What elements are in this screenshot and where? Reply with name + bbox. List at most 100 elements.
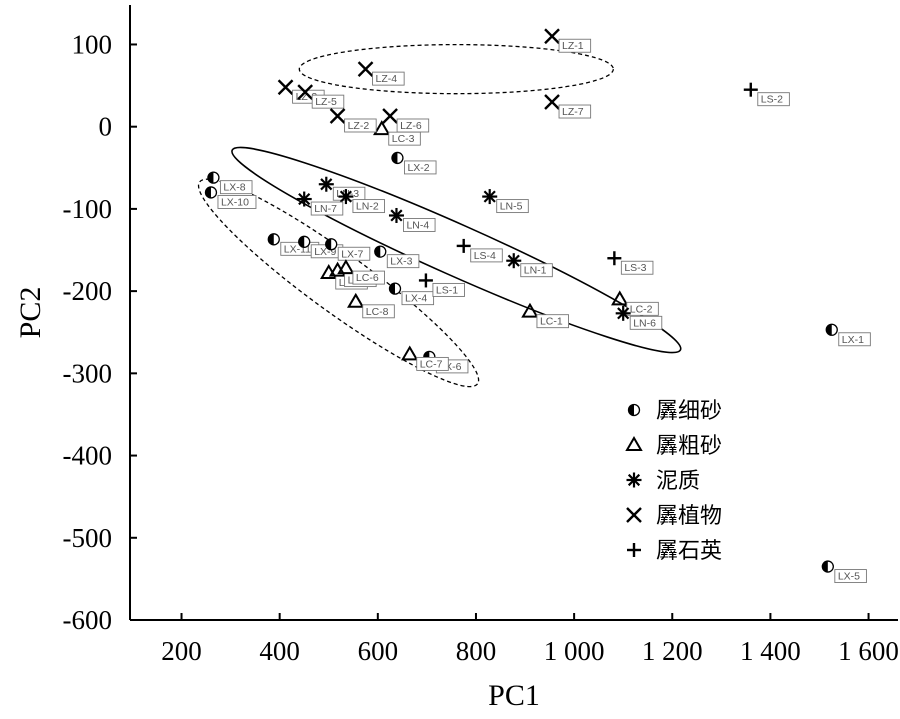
- data-point: LS-2: [743, 82, 790, 107]
- point-label: LX-2: [407, 162, 429, 174]
- data-point: LC-3: [373, 120, 421, 146]
- marker-x-stroke: [626, 507, 642, 523]
- cluster-ellipse-dashed: [298, 43, 615, 95]
- marker-triangle: [625, 436, 643, 451]
- point-label-box: [404, 160, 437, 175]
- cluster-ellipses: [197, 43, 682, 388]
- point-label: LX-3: [390, 256, 412, 268]
- data-point: LX-11: [267, 233, 320, 256]
- marker-triangle: [337, 259, 355, 275]
- marker-asterisk-stroke: [507, 254, 520, 267]
- point-label: LC-1: [540, 316, 563, 328]
- point-label: LZ-1: [562, 40, 584, 52]
- marker-asterisk-stroke: [339, 190, 353, 203]
- point-label-box: [620, 260, 654, 275]
- legend-label: 羼植物: [656, 504, 722, 529]
- x-axis-title: PC1: [488, 679, 540, 712]
- legend-label: 羼细砂: [656, 399, 722, 424]
- marker-half-circle-fill: [268, 233, 274, 245]
- point-label: LN-7: [314, 203, 337, 215]
- y-tick-label: -200: [63, 276, 113, 306]
- cluster-ellipse-solid: [231, 146, 682, 354]
- point-label: LS-2: [761, 94, 783, 106]
- y-tick-label: 100: [72, 29, 113, 59]
- data-point: LZ-1: [544, 28, 592, 53]
- y-axis-title: PC2: [14, 287, 47, 339]
- point-label: LN-2: [356, 201, 379, 213]
- data-point: LN-1: [506, 253, 553, 278]
- marker-half-circle-fill: [325, 238, 332, 250]
- point-label: LS-3: [624, 262, 646, 274]
- y-tick-label: -600: [63, 605, 113, 635]
- legend-item: 羼植物: [626, 504, 722, 529]
- marker-triangle: [521, 302, 539, 318]
- marker-asterisk-stroke: [627, 473, 641, 487]
- marker-half-circle-fill: [822, 561, 828, 573]
- data-point: LZ-6: [382, 108, 430, 133]
- marker-asterisk-stroke: [390, 209, 403, 222]
- point-label-box: [470, 248, 503, 263]
- marker-x-stroke: [544, 28, 560, 45]
- marker-x-stroke: [357, 61, 374, 77]
- point-label: LX-7: [341, 248, 363, 260]
- data-point: LN-6: [615, 305, 663, 330]
- point-label-box: [432, 282, 465, 297]
- point-label: LN-1: [524, 265, 547, 277]
- point-label: LS-1: [436, 284, 458, 296]
- marker-asterisk-stroke: [320, 178, 333, 191]
- data-point: LN-4: [388, 207, 436, 232]
- legend-item: 羼粗砂: [625, 434, 722, 459]
- point-label-box: [834, 569, 867, 584]
- point-label-box: [520, 263, 553, 278]
- y-tick-label: -300: [63, 358, 113, 388]
- x-tick-label: 1 600: [838, 636, 899, 666]
- y-tick-label: 0: [99, 112, 113, 142]
- data-point: LC-6: [337, 259, 385, 285]
- legend-label: 羼石英: [656, 539, 722, 564]
- point-label-box: [337, 246, 371, 261]
- point-label: LX-1: [842, 334, 864, 346]
- marker-half-circle-fill: [298, 236, 305, 248]
- point-label: LZ-6: [400, 120, 422, 132]
- point-label: LS-4: [474, 250, 496, 262]
- marker-asterisk-stroke: [617, 307, 630, 320]
- marker-triangle: [611, 290, 629, 306]
- legend-item: 羼细砂: [627, 399, 722, 424]
- point-label-box: [396, 118, 430, 133]
- x-tick-label: 800: [456, 636, 497, 666]
- point-label: LZ-4: [376, 73, 398, 85]
- point-label-box: [311, 94, 345, 109]
- marker-half-circle-fill: [628, 404, 634, 416]
- point-label-box: [536, 314, 569, 329]
- legend-label: 泥质: [656, 469, 700, 494]
- data-point: LN-2: [338, 189, 385, 214]
- marker-x-stroke: [382, 108, 398, 124]
- point-label: LC-2: [630, 303, 653, 315]
- data-point: LX-10: [204, 186, 257, 209]
- data-point: LZ-7: [544, 94, 592, 119]
- data-point: LS-4: [456, 238, 503, 263]
- point-label-box: [416, 356, 449, 371]
- y-tick-label: -500: [63, 523, 113, 553]
- point-label: LZ-2: [348, 120, 370, 132]
- marker-triangle: [373, 120, 391, 136]
- y-tick-label: -100: [63, 194, 113, 224]
- point-label: LX-4: [405, 293, 427, 305]
- data-point: LC-7: [400, 345, 449, 371]
- data-point: LS-3: [607, 251, 654, 275]
- marker-triangle: [400, 345, 419, 361]
- marker-asterisk-stroke: [483, 190, 496, 203]
- point-label-box: [344, 118, 377, 133]
- data-point: LC-1: [521, 302, 569, 329]
- legend-label: 羼粗砂: [656, 434, 722, 459]
- marker-half-circle-fill: [374, 246, 381, 258]
- point-label: LN-6: [633, 317, 656, 329]
- point-label-box: [310, 201, 344, 216]
- point-label-box: [403, 218, 436, 232]
- data-point: LC-8: [346, 292, 395, 319]
- data-point: LZ-2: [329, 108, 377, 133]
- data-point: LZ-5: [297, 84, 345, 109]
